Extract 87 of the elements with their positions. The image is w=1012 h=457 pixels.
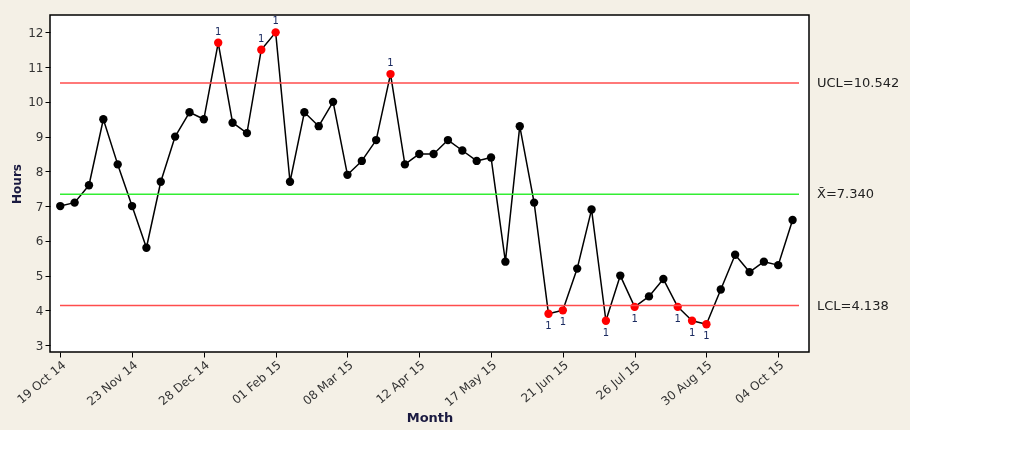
x-tick-label: 30 Aug 15 xyxy=(658,357,715,409)
point xyxy=(529,198,539,207)
point xyxy=(501,257,510,266)
point xyxy=(214,38,223,47)
annotation: 1 xyxy=(602,326,610,338)
ref-line-label: LCL=4.138 xyxy=(817,297,889,313)
point xyxy=(328,97,338,107)
point xyxy=(156,177,165,186)
point xyxy=(515,122,524,131)
point xyxy=(558,306,568,315)
annotation: 1 xyxy=(703,330,710,342)
point xyxy=(544,309,553,318)
point xyxy=(443,135,453,145)
annotation: 1 xyxy=(674,312,681,324)
annotation: 1 xyxy=(258,32,265,44)
y-tick-label: 5 xyxy=(35,269,44,284)
x-tick-label: 28 Dec 14 xyxy=(156,357,213,409)
annotation: 1 xyxy=(215,25,222,37)
annotation: 1 xyxy=(545,319,552,331)
x-tick-label: 04 Oct 15 xyxy=(732,357,787,407)
y-tick-label: 7 xyxy=(35,199,44,214)
y-tick-label: 4 xyxy=(35,303,44,318)
point xyxy=(702,320,711,329)
y-tick-label: 6 xyxy=(35,234,44,249)
point xyxy=(242,128,252,138)
point xyxy=(687,316,697,325)
point xyxy=(659,274,668,284)
point xyxy=(228,118,237,127)
point xyxy=(70,198,79,207)
point xyxy=(716,285,725,294)
annotation: 1 xyxy=(688,326,696,338)
point xyxy=(56,201,65,211)
point xyxy=(300,108,309,117)
x-tick-label: 23 Nov 14 xyxy=(84,357,141,409)
y-tick-label: 9 xyxy=(35,130,44,145)
annotation: 1 xyxy=(631,312,638,324)
x-tick-label: 19 Oct 14 xyxy=(14,357,69,407)
point xyxy=(185,108,194,117)
y-tick-label: 11 xyxy=(28,60,44,75)
annotation: 1 xyxy=(272,15,279,27)
point xyxy=(774,260,783,270)
ref-line-label: UCL=10.542 xyxy=(817,75,900,91)
x-tick-label: 08 Mar 15 xyxy=(300,357,356,408)
x-tick-label: 17 May 15 xyxy=(442,357,500,410)
annotation: 1 xyxy=(387,57,394,69)
point xyxy=(142,243,151,252)
point xyxy=(113,160,122,169)
point xyxy=(314,122,323,131)
point xyxy=(730,250,740,259)
y-tick-label: 12 xyxy=(28,25,44,40)
point xyxy=(170,132,180,141)
point xyxy=(788,215,797,225)
point xyxy=(415,149,424,159)
x-tick-label: 12 Apr 15 xyxy=(373,357,428,407)
x-axis-title: Month xyxy=(406,410,454,426)
point xyxy=(127,201,137,211)
x-tick-label: 21 Jun 15 xyxy=(518,357,572,406)
point xyxy=(587,205,596,214)
point xyxy=(371,135,381,145)
point xyxy=(257,45,266,54)
y-axis-title: Hours xyxy=(10,164,25,204)
ref-line-label: X̄=7.340 xyxy=(817,186,875,202)
point xyxy=(616,271,625,280)
point xyxy=(745,267,754,277)
y-tick-label: 8 xyxy=(35,164,44,179)
x-tick-label: 01 Feb 15 xyxy=(229,357,284,407)
point xyxy=(472,156,481,166)
y-tick-label: 3 xyxy=(35,338,44,353)
point xyxy=(357,156,366,166)
point xyxy=(644,292,654,301)
point xyxy=(386,69,395,79)
y-tick-label: 10 xyxy=(28,95,44,110)
point xyxy=(343,170,352,179)
point xyxy=(486,153,496,162)
point xyxy=(84,181,94,190)
point xyxy=(285,177,295,186)
point xyxy=(271,28,280,37)
point xyxy=(199,115,209,124)
point xyxy=(458,146,467,155)
point xyxy=(573,264,582,273)
point xyxy=(601,316,611,325)
point xyxy=(99,115,108,124)
annotation: 1 xyxy=(559,316,567,328)
point xyxy=(429,149,438,159)
point xyxy=(400,160,410,169)
point xyxy=(759,257,769,266)
x-tick-label: 26 Jul 15 xyxy=(593,357,643,403)
